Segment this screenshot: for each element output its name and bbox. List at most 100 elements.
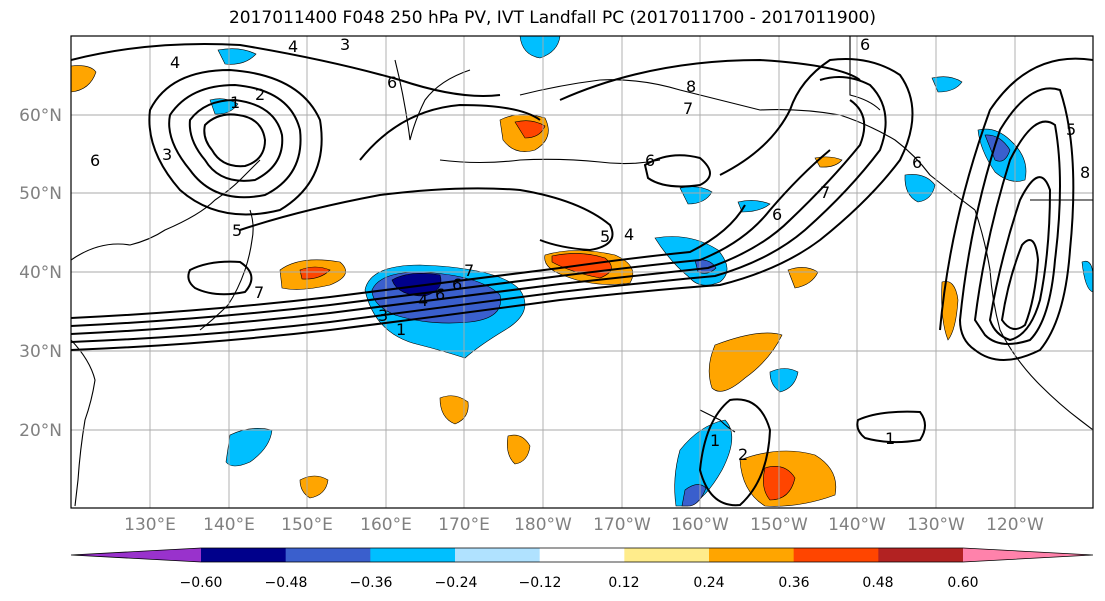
negative-blob-13	[1081, 261, 1093, 293]
positive-blob-10	[787, 267, 819, 289]
coast-kamchatka	[394, 59, 471, 141]
contour-jet-4	[71, 149, 831, 327]
lon-label: 170°E	[438, 515, 490, 535]
positive-blob-3-core	[514, 120, 546, 139]
colorbar-tick-label: 0.24	[693, 575, 724, 591]
lat-label-40: 40°N	[19, 263, 62, 283]
colorbar-tick-label: −0.60	[180, 575, 223, 591]
lon-labels: 130°E 140°E 150°E 160°E 170°E 180°W 170°…	[124, 515, 1044, 535]
lon-label: 140°W	[828, 515, 886, 535]
colorbar-outline	[70, 547, 1094, 563]
lon-label: 140°E	[203, 515, 255, 535]
coast-japan	[199, 209, 254, 331]
contour-north	[239, 187, 614, 252]
contour-label: 7	[254, 283, 264, 302]
negative-blob-8	[737, 200, 771, 213]
positive-blob-6	[439, 395, 469, 425]
positive-blob-7	[507, 434, 531, 465]
coast-asia	[71, 159, 261, 261]
contour-label: 7	[464, 261, 474, 280]
colorbar-segment	[455, 548, 541, 562]
colorbar-tick-label: 0.48	[862, 575, 893, 591]
negative-blob-9	[217, 48, 257, 65]
coastlines	[71, 36, 1093, 507]
colorbar-extend-max	[963, 548, 1093, 562]
contour-label: 6	[645, 151, 655, 170]
coast-alaska	[519, 79, 976, 211]
contour-label: 1	[396, 320, 406, 339]
contour-label: 6	[387, 73, 397, 92]
contour-label: 3	[378, 306, 388, 325]
lat-label-60: 60°N	[19, 106, 62, 126]
contour-label: 5	[232, 221, 242, 240]
colorbar-extend-min	[71, 548, 201, 562]
positive-blob-11	[814, 156, 843, 168]
pv-contours	[71, 43, 1093, 507]
contour-small-ring	[187, 260, 253, 296]
contour-label: 1	[710, 431, 720, 450]
colorbar-segment	[624, 548, 710, 562]
colorbar-segment	[201, 548, 287, 562]
contour-label: 8	[686, 77, 696, 96]
contour-label: 6	[452, 275, 462, 294]
contour-label: 7	[820, 183, 830, 202]
positive-blob-1-core	[299, 266, 331, 280]
negative-blob-5-core	[984, 134, 1011, 162]
coast-aleutians	[439, 158, 661, 165]
contour-label: 4	[624, 225, 634, 244]
positive-blob-12	[71, 65, 97, 93]
colorbar-segment	[709, 548, 795, 562]
contour-label: 3	[162, 145, 172, 164]
colorbar-ticks: −0.60 −0.48 −0.36 −0.24 −0.12 0.12 0.24 …	[180, 575, 979, 591]
contour-label: 5	[600, 227, 610, 246]
contour-label: 4	[170, 53, 180, 72]
contour-labels: 4 3 1 2 3 6 5 6 4 6 7 7 6 4 3 1 5 4 6 7 …	[90, 35, 1090, 464]
lon-label: 120°W	[986, 515, 1044, 535]
lon-label: 150°W	[750, 515, 808, 535]
contour-low-west-3	[188, 98, 284, 182]
colorbar-tick-label: −0.48	[265, 575, 308, 591]
colorbar-tick-label: −0.36	[350, 575, 393, 591]
map-frame	[70, 35, 1094, 509]
contour-label: 8	[1080, 163, 1090, 182]
negative-blob-10	[519, 36, 561, 59]
coast-na-west	[974, 209, 1093, 431]
contour-low-west-2	[168, 83, 302, 199]
pv-shading	[71, 36, 1093, 507]
contour-label: 6	[860, 35, 870, 54]
contour-sw	[856, 410, 926, 444]
colorbar-segment	[878, 548, 964, 562]
colorbar-tick-label: 0.60	[947, 575, 978, 591]
contour-ridge-1	[71, 43, 501, 97]
negative-blob-2	[225, 428, 273, 467]
contour-low-west-1	[148, 68, 323, 216]
lon-label: 170°W	[593, 515, 651, 535]
colorbar-tick-label: −0.24	[435, 575, 478, 591]
border-canada	[849, 36, 881, 111]
contour-label: 4	[288, 37, 298, 56]
contour-label: 7	[683, 99, 693, 118]
lat-labels: 60°N 50°N 40°N 30°N 20°N	[19, 106, 62, 441]
contour-hawaii-low	[698, 398, 772, 507]
lon-label: 150°E	[281, 515, 333, 535]
positive-blob-9	[941, 281, 959, 341]
gridlines	[71, 36, 1093, 508]
contour-label: 1	[885, 429, 895, 448]
colorbar-segment	[285, 548, 371, 562]
contour-east-outer	[939, 57, 1093, 331]
contour-label: 6	[912, 153, 922, 172]
contour-low-west-4	[203, 113, 267, 168]
contour-label: 1	[230, 93, 240, 112]
negative-blob-11	[931, 76, 963, 93]
contour-jet-5	[71, 204, 746, 319]
contour-label: 4	[418, 291, 428, 310]
colorbar-segment	[539, 548, 625, 562]
contour-jet-2	[71, 75, 887, 343]
contour-label: 3	[340, 35, 350, 54]
lon-label: 130°E	[124, 515, 176, 535]
contour-east-low-2	[973, 120, 1061, 345]
lon-label: 130°W	[907, 515, 965, 535]
lat-label-30: 30°N	[19, 342, 62, 362]
positive-blob-4	[708, 332, 783, 392]
